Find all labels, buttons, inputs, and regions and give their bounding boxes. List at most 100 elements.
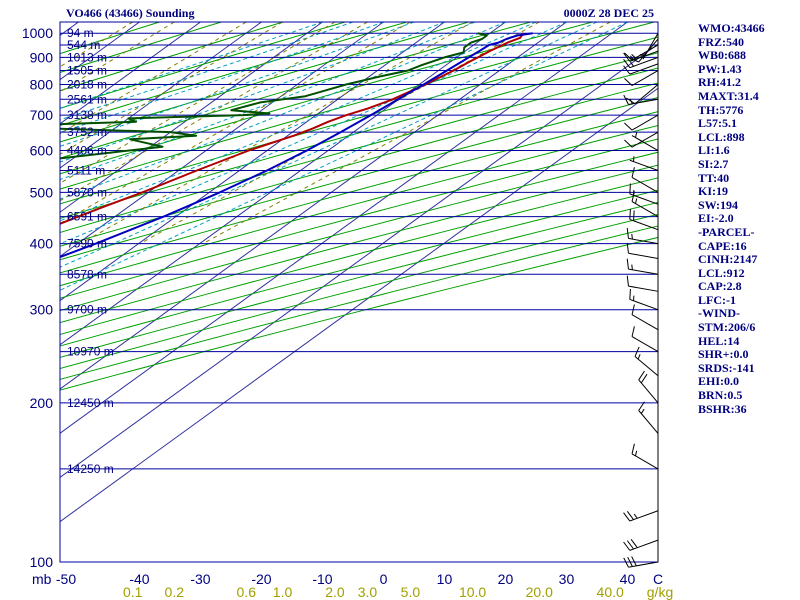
wind-barb [626,227,659,245]
pressure-tick-label: 700 [30,107,54,123]
moist-adiabat-line [60,22,476,181]
index-item: HEL:14 [698,333,740,348]
index-item: L57:5.1 [698,116,737,131]
dry-adiabat-line [60,82,658,247]
mixing-ratio-label: 40.0 [597,584,624,600]
mixing-ratio-label: 1.0 [273,584,293,600]
wind-barb [623,56,659,69]
mixing-ratio-line [202,22,611,245]
index-item: CINH:2147 [698,252,758,267]
dry-adiabat-line [60,22,222,73]
wind-barb [624,114,659,131]
index-item: LI:1.6 [698,143,730,158]
moist-adiabat-line [60,22,323,109]
temperature-tick-label: -20 [251,571,271,587]
mixing-ratio-line [60,22,368,202]
index-item: LCL:912 [698,265,745,280]
mixing-ratio-label: 0.6 [237,584,257,600]
height-label: 9700 m [67,303,107,317]
parcel-line [60,32,533,259]
dry-adiabat-line [60,22,593,175]
index-item: WB0:688 [698,48,746,63]
dry-adiabat-line [60,22,469,143]
mixing-ratio-line [60,22,411,225]
pressure-tick-label: 100 [30,554,54,570]
height-label: 5111 m [67,163,105,177]
index-item: TH:5776 [698,102,744,117]
isotherm-line [60,87,658,523]
mixing-ratio-label: 20.0 [526,584,553,600]
dry-adiabat-line [60,236,658,391]
index-item: -PARCEL- [698,224,755,239]
temperature-tick-label: -30 [190,571,210,587]
pressure-tick-label: 300 [30,302,54,318]
wind-barb [626,275,659,292]
wind-barb [629,208,659,231]
height-label: 6591 m [67,210,107,224]
height-label: 4406 m [67,144,107,158]
index-item: CAPE:16 [698,238,747,253]
pressure-tick-label: 400 [30,236,54,252]
height-label: 7590 m [67,237,107,251]
index-item: SI:2.7 [698,156,729,171]
dry-adiabat-line [60,22,655,190]
wind-barb [624,44,659,61]
temperature-tick-label: 30 [559,571,575,587]
wind-barb [631,443,659,470]
index-item: SW:194 [698,197,739,212]
index-item: KI:19 [698,184,728,199]
wind-barb [626,242,659,259]
temperature-tick-label: C [653,571,663,587]
moist-adiabat-line [60,22,506,200]
temperature-tick-label: 40 [620,571,636,587]
isotherm-line [0,22,17,562]
dry-adiabat-line [60,151,658,312]
wind-barb [624,131,659,148]
isotherm-line [60,22,201,125]
wind-barb [631,326,659,353]
mixing-ratio-line [80,22,473,245]
dry-adiabat-line [60,22,531,159]
wind-barb [631,167,659,193]
index-item: CAP:2.8 [698,279,742,294]
wind-barb [623,510,659,522]
isobar-lines [60,32,658,562]
height-label: 94 m [67,26,94,40]
index-item: MAXT:31.4 [698,88,759,103]
height-label: 2018 m [67,77,107,91]
wind-barb [631,304,659,331]
dry-adiabat-line [60,213,658,370]
mixing-ratio-unit: g/kg [647,584,673,600]
index-item: STM:206/6 [698,320,756,335]
height-label: 3752 m [67,125,107,139]
wind-barb [623,94,659,105]
moist-adiabat-line [60,22,537,222]
height-label: 8578 m [67,267,107,281]
wind-barb [626,258,659,275]
temperature-tick-label: 10 [437,571,453,587]
moist-adiabat-line [60,22,567,245]
moist-adiabat-line [60,22,384,133]
height-label: 3138 m [67,108,107,122]
indices-panel: WMO:43466 FRZ:540 WB0:688 PW:1.43 RH:41.2 MAX… [698,21,800,416]
pressure-tick-label: 800 [30,76,54,92]
wind-barb [638,370,659,404]
dry-adiabat-line [60,189,658,347]
index-item: PW:1.43 [698,61,742,76]
valid-time: 0000Z 28 DEC 25 [564,6,654,20]
temperature-tick-label: -10 [312,571,332,587]
isotherm-line [60,22,628,434]
pressure-tick-label: 600 [30,143,54,159]
isotherm-line [60,22,445,302]
wind-barb [623,50,659,62]
index-item: WMO:43466 [698,21,765,35]
pressure-tick-label: 1000 [22,25,53,41]
dry-adiabat-line [60,225,658,380]
moist-adiabat-line [60,22,445,163]
isotherm-line [60,22,323,213]
isotherm-line [60,22,567,390]
temperature-tick-label: 0 [380,571,388,587]
wind-barb [623,63,659,75]
height-label: 5870 m [67,185,107,199]
index-item: BSHR:36 [698,401,747,416]
